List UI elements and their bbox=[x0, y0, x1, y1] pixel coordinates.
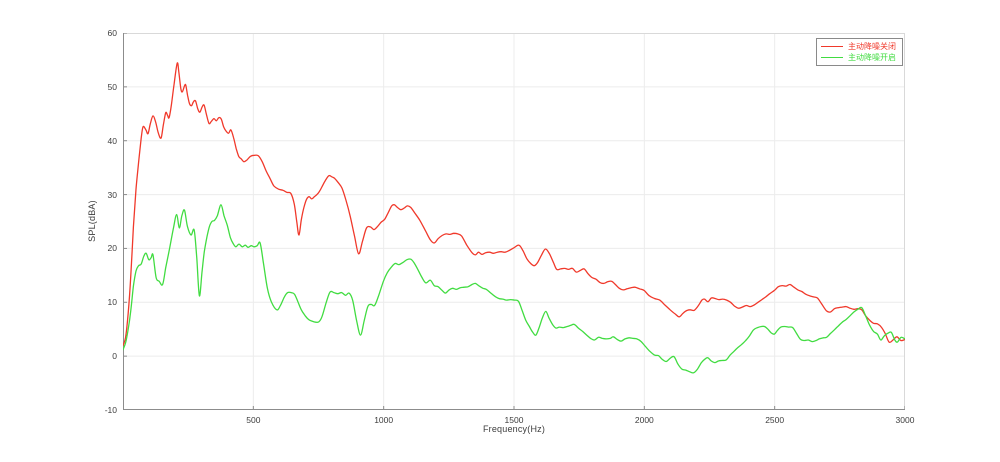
line-chart bbox=[123, 33, 905, 410]
legend-line-swatch bbox=[821, 46, 843, 47]
plot-area: 主动降噪关闭 主动降噪开启 bbox=[123, 33, 905, 410]
y-tick-label: 40 bbox=[107, 135, 117, 146]
y-tick-label: 20 bbox=[107, 243, 117, 254]
x-tick-label: 1000 bbox=[374, 415, 394, 425]
y-tick-label: 30 bbox=[107, 189, 117, 200]
x-tick-label: 2500 bbox=[765, 415, 785, 425]
x-tick-label: 3000 bbox=[895, 415, 915, 425]
legend-label: 主动降噪开启 bbox=[848, 53, 896, 62]
legend-line-swatch bbox=[821, 57, 843, 58]
x-tick-label: 2000 bbox=[634, 415, 654, 425]
legend-item-0: 主动降噪关闭 bbox=[821, 42, 896, 51]
y-tick-label: 50 bbox=[107, 81, 117, 92]
y-axis-title: SPL(dBA) bbox=[87, 200, 97, 242]
y-tick-label: -10 bbox=[104, 405, 117, 415]
y-tick-label: 0 bbox=[112, 351, 117, 362]
y-tick-label: 60 bbox=[107, 28, 117, 38]
series-line-1 bbox=[123, 204, 905, 374]
legend-label: 主动降噪关闭 bbox=[848, 42, 896, 51]
legend-item-1: 主动降噪开启 bbox=[821, 53, 896, 62]
x-tick-label: 500 bbox=[246, 415, 261, 425]
x-tick-label: 1500 bbox=[504, 415, 524, 425]
y-tick-label: 10 bbox=[107, 297, 117, 308]
legend: 主动降噪关闭 主动降噪开启 bbox=[816, 38, 903, 66]
series-line-0 bbox=[123, 62, 905, 347]
x-axis-title: Frequency(Hz) bbox=[482, 424, 546, 434]
